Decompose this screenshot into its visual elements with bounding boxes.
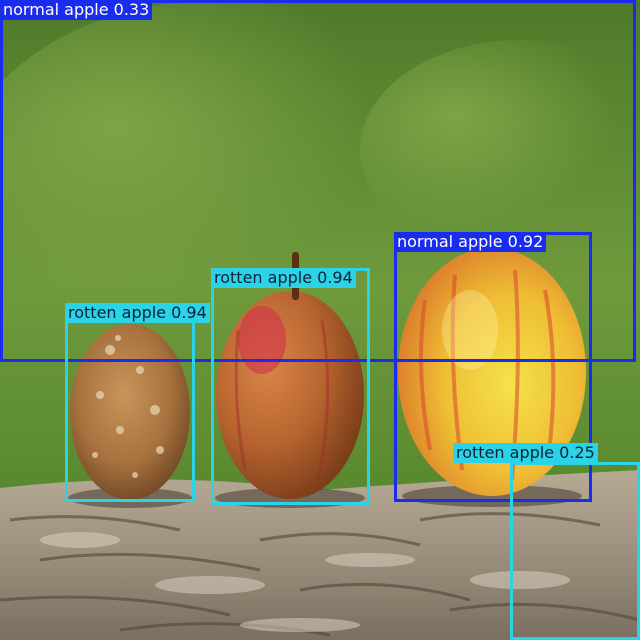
confidence-score: 0.25 <box>559 443 595 462</box>
confidence-score: 0.94 <box>171 303 207 322</box>
confidence-score: 0.92 <box>507 232 544 251</box>
label-rotten-apple: rotten apple 0.94 <box>65 303 210 323</box>
class-name: normal apple <box>397 232 503 251</box>
class-name: rotten apple <box>456 443 555 462</box>
healthy-apple <box>398 248 586 496</box>
bark-highlights <box>40 532 570 632</box>
class-name: normal apple <box>3 0 109 19</box>
class-name: rotten apple <box>68 303 167 322</box>
label-rotten-apple: rotten apple 0.25 <box>453 443 598 463</box>
bark-texture <box>0 512 640 637</box>
background-highlight <box>360 40 640 260</box>
confidence-score: 0.33 <box>113 0 150 19</box>
bbox-rotten-apple <box>510 462 640 640</box>
apple-streaks <box>234 319 330 481</box>
red-blush <box>238 306 286 374</box>
label-rotten-apple: rotten apple 0.94 <box>211 268 356 288</box>
rot-speckles <box>92 335 164 478</box>
shriveled-rotten-apple <box>70 324 190 500</box>
bbox-rotten-apple <box>211 268 370 505</box>
class-name: rotten apple <box>214 268 313 287</box>
label-normal-apple: normal apple 0.33 <box>0 0 153 20</box>
confidence-score: 0.94 <box>317 268 353 287</box>
bbox-rotten-apple <box>65 303 195 502</box>
label-normal-apple: normal apple 0.92 <box>394 232 547 252</box>
bbox-normal-apple <box>0 0 636 362</box>
apple-highlight <box>442 290 498 370</box>
